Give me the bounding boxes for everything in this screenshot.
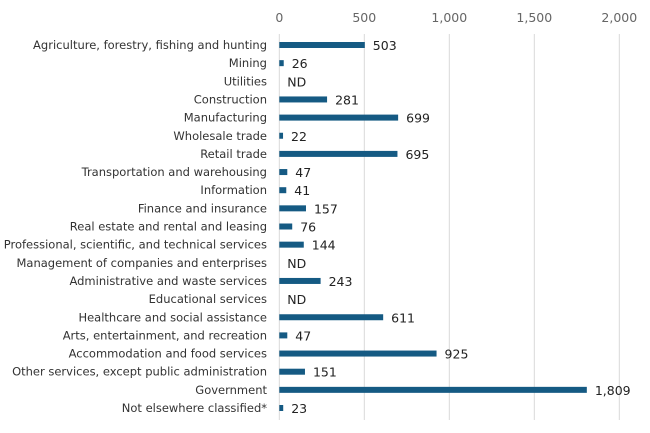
bar	[279, 187, 287, 194]
bar	[279, 60, 284, 67]
bar	[279, 277, 321, 284]
category-label: Utilities	[224, 74, 267, 88]
data-label: 1,809	[595, 383, 631, 398]
bar	[279, 150, 398, 157]
data-label: 695	[405, 147, 429, 162]
category-label: Administrative and waste services	[69, 274, 267, 288]
data-label: ND	[287, 256, 306, 271]
category-label: Professional, scientific, and technical …	[4, 238, 267, 252]
data-label: 503	[373, 38, 397, 53]
category-label: Not elsewhere classified*	[122, 401, 267, 415]
category-label: Manufacturing	[184, 111, 267, 125]
bar	[279, 241, 304, 248]
data-label: 281	[335, 92, 359, 107]
data-label: 151	[313, 365, 337, 380]
bar	[279, 350, 437, 357]
data-label: 699	[406, 111, 430, 126]
category-label: Transportation and warehousing	[81, 165, 267, 179]
bar	[279, 169, 288, 176]
bar	[279, 132, 284, 139]
data-label: 925	[445, 347, 469, 362]
bar	[279, 405, 284, 411]
bar	[279, 205, 306, 212]
category-label: Arts, entertainment, and recreation	[63, 328, 267, 342]
bar	[279, 368, 305, 375]
bar	[279, 223, 293, 230]
category-label: Management of companies and enterprises	[16, 256, 267, 270]
data-label: 47	[295, 165, 311, 180]
category-label: Accommodation and food services	[69, 347, 267, 361]
data-label: ND	[287, 292, 306, 307]
category-label: Agriculture, forestry, fishing and hunti…	[33, 38, 267, 52]
category-label: Healthcare and social assistance	[78, 310, 267, 324]
category-label: Government	[195, 383, 267, 397]
data-label: 157	[314, 201, 338, 216]
data-label: 22	[291, 129, 307, 144]
bar	[279, 314, 384, 321]
bar	[279, 114, 399, 121]
category-label: Mining	[229, 56, 267, 70]
x-tick-label: 1,000	[431, 10, 467, 25]
x-tick-label: 1,500	[516, 10, 552, 25]
x-tick-label: 500	[352, 10, 376, 25]
data-label: 26	[292, 56, 308, 71]
data-label: 47	[295, 328, 311, 343]
bar	[279, 386, 587, 393]
category-label: Construction	[194, 92, 267, 106]
data-label: 23	[291, 401, 307, 416]
data-label: ND	[287, 74, 306, 89]
category-label: Retail trade	[200, 147, 267, 161]
data-label: 144	[312, 238, 336, 253]
category-label: Wholesale trade	[173, 129, 267, 143]
category-label: Finance and insurance	[138, 201, 267, 215]
data-label: 611	[391, 310, 415, 325]
category-label: Real estate and rental and leasing	[70, 220, 267, 234]
x-tick-label: 2,000	[601, 10, 637, 25]
data-label: 41	[294, 183, 310, 198]
category-label: Educational services	[149, 292, 267, 306]
category-label: Information	[200, 183, 267, 197]
category-label: Other services, except public administra…	[12, 365, 267, 379]
data-label: 243	[329, 274, 353, 289]
bar	[279, 332, 288, 339]
x-tick-label: 0	[275, 10, 283, 25]
bar	[279, 42, 365, 48]
data-label: 76	[300, 220, 316, 235]
bar	[279, 96, 328, 103]
